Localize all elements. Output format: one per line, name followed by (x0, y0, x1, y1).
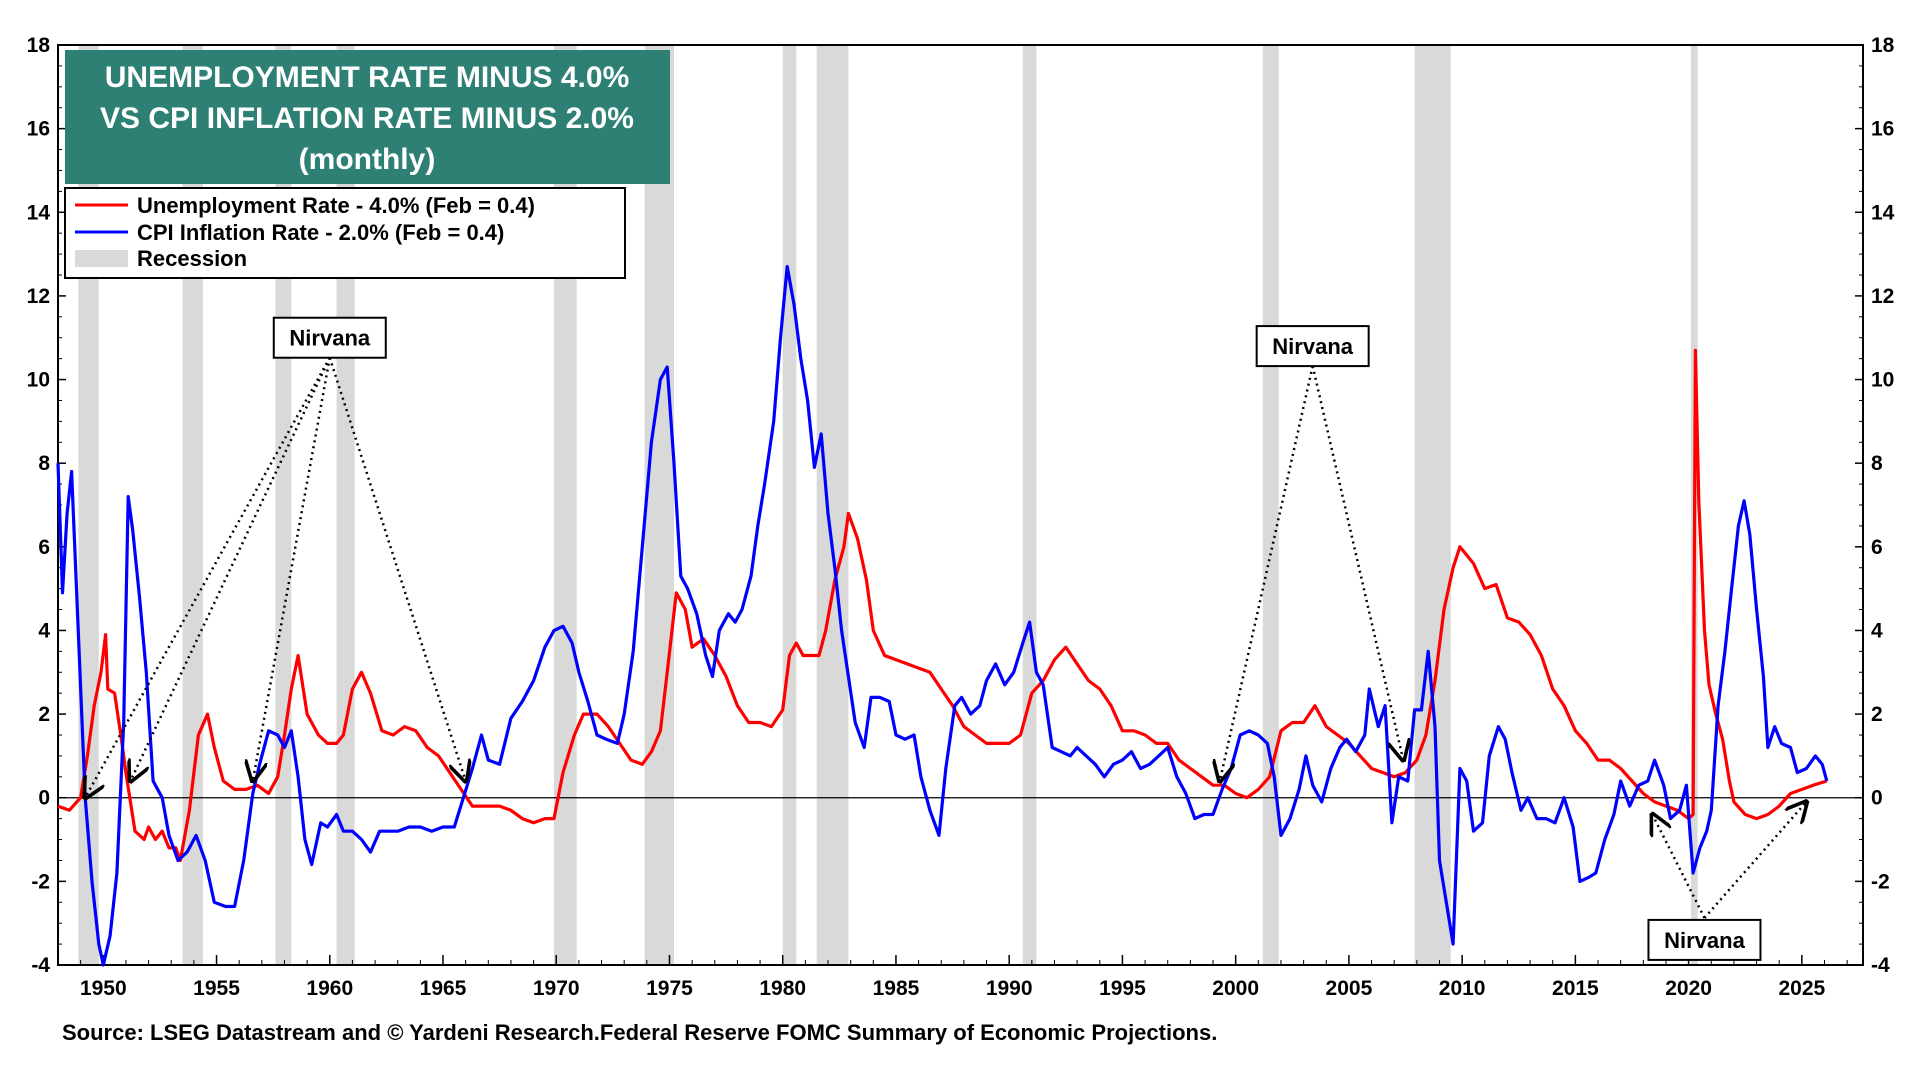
y-tick-label-left-12: 12 (27, 285, 50, 308)
title-background (65, 50, 670, 184)
series-line-cpi (56, 265, 1829, 967)
nirvana-label-2: Nirvana (1664, 928, 1745, 953)
y-tick-label-right-6: 6 (1871, 536, 1883, 559)
legend-box (64, 187, 626, 279)
x-axis: 1950 1955 1960 1965 1970 1975 1980 1985 1990 1995… (57, 955, 1848, 1000)
x-tick-label-2005: 2005 (1326, 977, 1373, 1000)
title-line-2: VS CPI INFLATION RATE MINUS 2.0% (100, 102, 634, 135)
x-tick-label-2020: 2020 (1665, 977, 1712, 1000)
y-tick-label-right-18: 18 (1871, 34, 1895, 57)
x-tick-label-1970: 1970 (533, 977, 580, 1000)
legend-label-unemployment: Unemployment Rate - 4.0% (Feb = 0.4) (137, 193, 535, 218)
y-tick-label-left--2: -2 (31, 870, 50, 893)
legend-label-cpi: CPI Inflation Rate - 2.0% (Feb = 0.4) (137, 220, 504, 245)
y-tick-label-left-0: 0 (38, 787, 50, 810)
x-tick-label-2010: 2010 (1439, 977, 1486, 1000)
x-tick-label-1975: 1975 (646, 977, 693, 1000)
y-tick-label-left-14: 14 (27, 201, 51, 224)
y-tick-label-right-12: 12 (1871, 285, 1894, 308)
nirvana-annotations: Nirvana Nirvana Nirvana (85, 316, 1806, 961)
y-tick-label-left-4: 4 (38, 619, 50, 642)
nirvana-label-1: Nirvana (1272, 334, 1353, 359)
nirvana-arrow-1-1 (1311, 365, 1404, 760)
title-box: UNEMPLOYMENT RATE MINUS 4.0% VS CPI INFL… (65, 50, 670, 184)
nirvana-arrow-2-0 (1652, 814, 1706, 919)
y-tick-label-right-16: 16 (1871, 118, 1894, 141)
y-axis-right: -4 -2 0 2 4 6 8 10 12 14 16 18 (1855, 34, 1895, 977)
y-tick-label-right-2: 2 (1871, 703, 1883, 726)
y-axis-left: -4 -2 0 2 4 6 8 10 12 14 16 18 (27, 34, 66, 977)
y-tick-label-right-0: 0 (1871, 787, 1883, 810)
recession-band-8 (1022, 45, 1037, 965)
x-tick-label-2025: 2025 (1778, 977, 1825, 1000)
recession-band-10 (1414, 45, 1451, 965)
nirvana-box-0 (272, 316, 387, 359)
series-line-unemployment (57, 348, 1828, 863)
legend-swatch-recession (75, 250, 128, 267)
y-tick-label-right--2: -2 (1871, 870, 1890, 893)
nirvana-arrow-2-1 (1703, 802, 1806, 919)
source-note: Source: LSEG Datastream and © Yardeni Re… (62, 1020, 1217, 1045)
recession-band-9 (1262, 45, 1279, 965)
series-lines (56, 265, 1829, 967)
y-tick-label-right-8: 8 (1871, 452, 1883, 475)
nirvana-label-0: Nirvana (289, 326, 370, 351)
x-tick-label-1950: 1950 (80, 977, 127, 1000)
y-tick-label-right-10: 10 (1871, 369, 1894, 392)
y-tick-label-left-6: 6 (38, 536, 50, 559)
nirvana-arrow-0-0 (85, 357, 331, 798)
x-tick-label-2015: 2015 (1552, 977, 1599, 1000)
nirvana-box-1 (1255, 325, 1370, 368)
y-tick-label-left-18: 18 (27, 34, 51, 57)
legend: Unemployment Rate - 4.0% (Feb = 0.4) CPI… (64, 187, 626, 279)
title-line-1: UNEMPLOYMENT RATE MINUS 4.0% (105, 61, 630, 94)
y-tick-label-right-4: 4 (1871, 619, 1883, 642)
x-tick-label-1990: 1990 (986, 977, 1033, 1000)
y-tick-label-left-10: 10 (27, 369, 50, 392)
recession-band-5 (644, 45, 675, 965)
y-tick-label-left-2: 2 (38, 703, 50, 726)
nirvana-arrow-0-1 (130, 357, 331, 781)
nirvana-arrow-1-0 (1220, 365, 1314, 781)
y-tick-label-left--4: -4 (31, 954, 50, 977)
title-line-3: (monthly) (299, 143, 436, 176)
recession-band-6 (782, 45, 797, 965)
y-tick-label-left-16: 16 (27, 118, 50, 141)
x-tick-label-1960: 1960 (306, 977, 353, 1000)
y-tick-label-right--4: -4 (1871, 954, 1890, 977)
x-tick-label-1955: 1955 (193, 977, 240, 1000)
recession-band-7 (816, 45, 849, 965)
x-tick-label-1995: 1995 (1099, 977, 1146, 1000)
y-tick-label-left-8: 8 (38, 452, 50, 475)
y-tick-label-right-14: 14 (1871, 201, 1895, 224)
x-tick-label-2000: 2000 (1212, 977, 1259, 1000)
legend-label-recession: Recession (137, 246, 247, 271)
nirvana-box-2 (1647, 918, 1762, 961)
x-tick-label-1985: 1985 (873, 977, 920, 1000)
nirvana-arrow-0-3 (328, 357, 466, 781)
x-tick-label-1965: 1965 (420, 977, 467, 1000)
x-tick-label-1980: 1980 (759, 977, 806, 1000)
